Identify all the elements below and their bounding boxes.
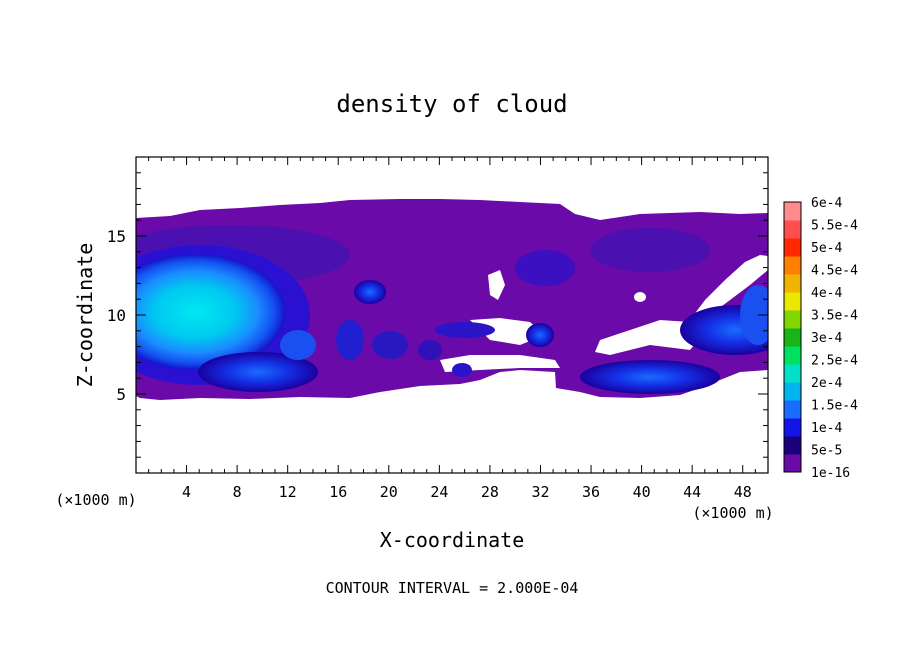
x-tick-label: 4 (182, 483, 191, 501)
gap-upper-right (690, 255, 768, 325)
colorbar-label: 5e-4 (811, 241, 842, 256)
colorbar-label: 1e-4 (811, 421, 842, 436)
x-axis-unit-left: (×1000 m) (55, 491, 136, 509)
chart-title: density of cloud (336, 90, 567, 118)
y-tick-label: 10 (107, 306, 126, 325)
colorbar-swatch (784, 310, 801, 329)
colorbar-swatch (784, 364, 801, 383)
colorbar-label: 4.5e-4 (811, 264, 858, 279)
colorbar-label: 3e-4 (811, 331, 842, 346)
upper-blob-mid (515, 250, 575, 286)
colorbar-swatch (784, 418, 801, 437)
x-ticks: 4 8 12 16 20 24 28 32 36 40 44 48 (148, 157, 756, 501)
x-tick-label: 12 (279, 483, 297, 501)
x-axis-label: X-coordinate (380, 528, 525, 552)
colorbar-swatch (784, 400, 801, 419)
core-blob (136, 254, 285, 370)
lower-band-left (198, 352, 318, 392)
y-ticks: 5 10 15 (107, 172, 768, 458)
x-tick-label: 16 (329, 483, 347, 501)
colorbar-swatch (784, 292, 801, 311)
gap-middle (488, 270, 505, 300)
colorbar-swatch (784, 256, 801, 275)
mid-blob-5 (435, 322, 495, 338)
mid-blob-7 (452, 363, 472, 377)
gap-lower-middle (470, 318, 545, 345)
colorbar-label: 1.5e-4 (811, 399, 858, 414)
colorbar-label: 1e-16 (811, 466, 850, 481)
x-tick-label: 36 (582, 483, 600, 501)
colorbar-swatch (784, 274, 801, 293)
lower-blob-right-of-core (280, 330, 316, 360)
x-tick-label: 40 (633, 483, 651, 501)
gap-hole (634, 292, 646, 302)
x-tick-label: 20 (380, 483, 398, 501)
colorbar-label: 5.5e-4 (811, 219, 858, 234)
plot-area (136, 199, 768, 400)
colorbar-label: 4e-4 (811, 286, 842, 301)
gap-mid-right (595, 320, 700, 355)
colorbar-label: 3.5e-4 (811, 309, 858, 324)
colorbar-swatch (784, 220, 801, 239)
y-tick-label: 5 (116, 385, 126, 404)
colorbar-swatch (784, 436, 801, 455)
colorbar-label: 2.5e-4 (811, 354, 858, 369)
colorbar-swatch (784, 454, 801, 473)
mid-blob-4 (418, 340, 442, 360)
x-tick-label: 24 (430, 483, 448, 501)
colorbar-label: 5e-5 (811, 444, 842, 459)
y-tick-label: 15 (107, 227, 126, 246)
x-tick-label: 32 (531, 483, 549, 501)
mid-blob-2 (336, 320, 364, 360)
right-edge-blob (680, 305, 768, 355)
x-tick-label: 8 (233, 483, 242, 501)
lower-band-right (580, 360, 720, 394)
upper-dark-band-right (590, 228, 710, 272)
colorbar-swatch (784, 346, 801, 365)
colorbar: 1e-16 5e-5 1e-4 1.5e-4 2e-4 2.5e-4 3e-4 3.5e-4 4… (783, 196, 858, 481)
x-tick-label: 44 (683, 483, 701, 501)
mid-blob-1 (354, 280, 386, 304)
contour-interval: CONTOUR INTERVAL = 2.000E-04 (326, 579, 579, 597)
right-edge-blob-inner (740, 285, 768, 345)
y-axis-label: Z-coordinate (73, 243, 97, 388)
x-tick-label: 28 (481, 483, 499, 501)
mid-blob-3 (372, 331, 408, 359)
colorbar-swatch (784, 328, 801, 347)
mid-blob-6 (526, 323, 554, 347)
x-tick-label: 48 (734, 483, 752, 501)
colorbar-label: 6e-4 (811, 196, 842, 211)
colorbar-swatch (784, 202, 801, 221)
colorbar-label: 2e-4 (811, 376, 842, 391)
colorbar-frame (783, 201, 802, 473)
colorbar-swatch (784, 382, 801, 401)
colorbar-swatch (784, 238, 801, 257)
x-axis-unit-right: (×1000 m) (692, 504, 773, 522)
